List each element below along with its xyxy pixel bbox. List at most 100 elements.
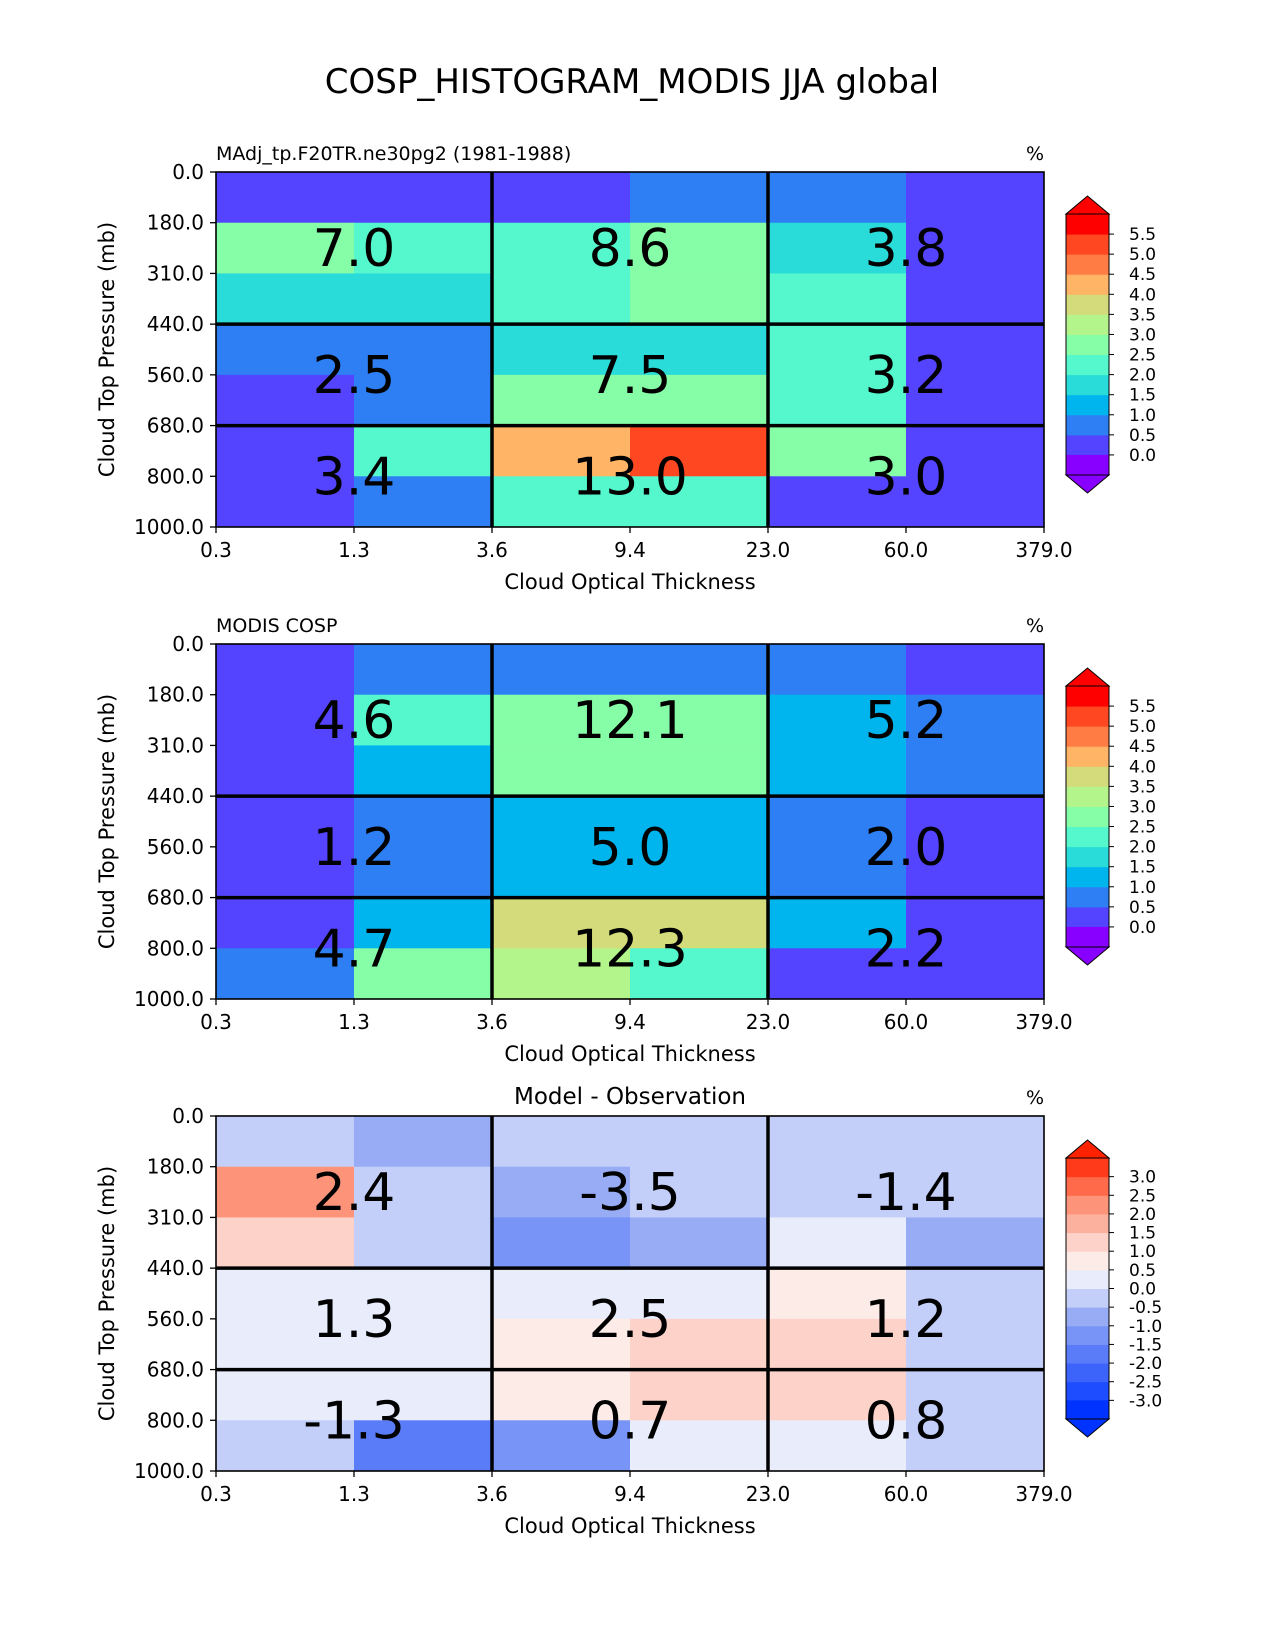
heatmap-cell	[768, 948, 907, 1000]
heatmap-cell	[630, 172, 769, 224]
colorbar-tick-label: 3.5	[1129, 305, 1156, 325]
colorbar-segment	[1066, 1195, 1109, 1215]
box-total-label: -1.4	[855, 1163, 956, 1223]
panel-title: MODIS COSP	[216, 615, 337, 637]
colorbar-segment	[1066, 434, 1109, 456]
y-tick-label: 440.0	[147, 1256, 204, 1280]
heatmap-cell	[630, 374, 769, 427]
heatmap-cell	[492, 172, 631, 224]
heatmap-cell	[354, 796, 493, 848]
heatmap-cell	[216, 172, 355, 224]
y-tick-label: 680.0	[147, 886, 204, 910]
x-tick-label: 23.0	[746, 1010, 791, 1034]
heatmap-cell	[630, 222, 769, 274]
y-tick-label: 180.0	[147, 211, 204, 235]
colorbar-under-extension	[1064, 1418, 1111, 1438]
colorbar-segment	[1066, 886, 1109, 908]
x-tick-label: 3.6	[476, 1010, 508, 1034]
heatmap-cell	[216, 1217, 355, 1269]
heatmap-cell	[354, 172, 493, 224]
colorbar-tick-label: -1.5	[1129, 1335, 1162, 1355]
heatmap-cell	[906, 745, 1045, 797]
heatmap-cell	[216, 324, 355, 376]
heatmap-cell	[216, 1318, 355, 1371]
y-tick-label: 310.0	[147, 1205, 204, 1229]
y-tick-label: 560.0	[147, 835, 204, 859]
heatmap-cell	[216, 1116, 355, 1168]
colorbar-tick-label: 0.0	[1129, 446, 1156, 466]
heatmap-cell	[768, 425, 907, 477]
heatmap-cell	[768, 273, 907, 325]
colorbar-tick-label: -3.0	[1129, 1391, 1162, 1411]
heatmap-cell	[492, 948, 631, 1000]
heatmap-cell	[906, 425, 1045, 477]
box-total-label: 0.7	[589, 1391, 672, 1451]
heatmap-cell	[906, 172, 1045, 224]
colorbar-segment	[1066, 254, 1109, 275]
heatmap-cell	[492, 222, 631, 274]
panel-observation: 4.6 12.1 5.2 1.2 5.0 2.0 4.7 12.3 2.2 0.3 1.3 3.6 9.…	[95, 615, 1156, 1066]
colorbar-segment	[1066, 334, 1109, 356]
heatmap-cell	[492, 796, 631, 848]
x-axis-label: Cloud Optical Thickness	[504, 1514, 755, 1538]
colorbar-tick-label: 0.5	[1129, 1261, 1156, 1281]
heatmap-cell	[492, 1217, 631, 1269]
colorbar-segment	[1066, 866, 1109, 888]
colorbar-tick-label: 3.0	[1129, 325, 1156, 345]
y-tick-label: 310.0	[147, 733, 204, 757]
heatmap-cell	[630, 644, 769, 696]
colorbar-tick-label: 5.0	[1129, 245, 1156, 265]
colorbar-tick-label: 2.5	[1129, 1186, 1156, 1206]
heatmap-cell	[354, 374, 493, 427]
heatmap-cell	[216, 948, 355, 1000]
heatmap-cell	[492, 1166, 631, 1218]
colorbar-segment	[1066, 454, 1109, 475]
heatmap-cell	[768, 172, 907, 224]
box-total-label: 1.3	[313, 1290, 396, 1350]
y-tick-label: 1000.0	[134, 987, 204, 1011]
heatmap-cell	[630, 796, 769, 848]
box-total-label: 2.2	[865, 919, 948, 979]
colorbar-segment	[1066, 1400, 1109, 1419]
colorbar-segment	[1066, 1232, 1109, 1252]
colorbar-tick-label: -1.0	[1129, 1317, 1162, 1337]
y-tick-label: 800.0	[147, 1408, 204, 1432]
heatmap-cell	[630, 1420, 769, 1472]
colorbar-frame	[1065, 213, 1110, 476]
heatmap-cell	[216, 694, 355, 746]
box-total-label: 5.2	[865, 691, 948, 751]
heatmap-cell	[492, 1420, 631, 1472]
x-tick-label: 379.0	[1015, 538, 1072, 562]
colorbar-segment	[1066, 374, 1109, 396]
colorbar-tick-label: -2.0	[1129, 1354, 1162, 1374]
box-total-label: 3.0	[865, 447, 948, 507]
heatmap-cell	[630, 1116, 769, 1168]
heatmap-cell	[630, 324, 769, 376]
x-axis-label: Cloud Optical Thickness	[504, 570, 755, 594]
colorbar-segment	[1066, 706, 1109, 727]
colorbar-segment	[1066, 1213, 1109, 1234]
heatmap-cell	[354, 745, 493, 797]
panel-title: MAdj_tp.F20TR.ne30pg2 (1981-1988)	[216, 143, 571, 165]
heatmap-cell	[216, 425, 355, 477]
heatmap-cell	[768, 324, 907, 376]
heatmap-cell	[492, 1268, 631, 1320]
colorbar-tick-label: 4.0	[1129, 285, 1156, 305]
x-tick-label: 0.3	[200, 1010, 232, 1034]
box-total-label: 12.3	[572, 919, 688, 979]
heatmap-cell	[630, 897, 769, 949]
heatmap-cell	[492, 476, 631, 528]
heatmap-cell	[768, 1268, 907, 1320]
heatmap-cell	[354, 897, 493, 949]
heatmap-cell	[492, 1318, 631, 1371]
heatmap-cell	[768, 897, 907, 949]
heatmap-cell	[216, 796, 355, 848]
colorbar-segment	[1066, 786, 1109, 807]
colorbar-tick-label: 3.0	[1129, 797, 1156, 817]
colorbar-tick-label: -0.5	[1129, 1298, 1162, 1318]
box-total-label: 2.4	[313, 1163, 396, 1223]
heatmap-cell	[354, 324, 493, 376]
colorbar-tick-label: 0.0	[1129, 1280, 1156, 1300]
heatmap-cell	[768, 1318, 907, 1371]
